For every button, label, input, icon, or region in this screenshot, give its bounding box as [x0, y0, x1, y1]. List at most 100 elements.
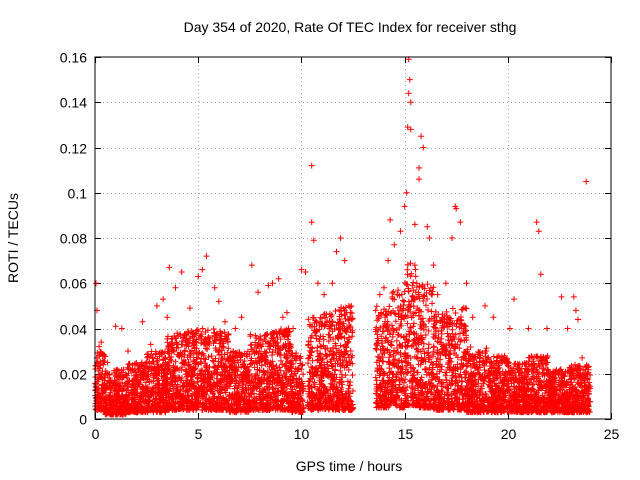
data-point-marker — [174, 330, 181, 337]
data-point-marker — [252, 339, 259, 346]
data-point-marker — [216, 383, 223, 390]
data-point-marker — [194, 354, 201, 361]
data-point-marker — [111, 377, 118, 384]
data-point-marker — [98, 388, 105, 395]
data-point-marker — [206, 370, 213, 377]
data-point-marker — [276, 328, 283, 335]
data-point-marker — [164, 335, 171, 342]
data-point-marker — [156, 353, 163, 360]
data-point-marker — [299, 388, 306, 395]
data-point-marker — [132, 360, 139, 367]
data-point-marker — [244, 348, 251, 355]
data-point-marker — [110, 401, 117, 408]
data-point-marker — [202, 404, 209, 411]
data-point-marker — [219, 355, 226, 362]
data-point-marker — [97, 372, 104, 379]
data-point-marker — [193, 336, 200, 343]
data-point-marker — [260, 389, 267, 396]
data-point-marker — [399, 297, 406, 304]
data-point-marker — [269, 349, 276, 356]
data-point-marker — [93, 383, 100, 390]
data-point-marker — [123, 393, 130, 400]
data-point-marker — [188, 367, 195, 374]
data-point-marker — [197, 371, 204, 378]
data-point-marker — [313, 371, 320, 378]
data-point-marker — [449, 326, 456, 333]
data-point-marker — [257, 333, 264, 340]
data-point-marker — [452, 310, 459, 317]
data-point-marker — [275, 344, 282, 351]
data-point-marker — [116, 388, 123, 395]
data-point-marker — [178, 351, 185, 358]
data-point-marker — [254, 372, 261, 379]
data-point-marker — [374, 317, 381, 324]
data-point-marker — [309, 357, 316, 364]
data-point-marker — [290, 372, 297, 379]
data-point-marker — [217, 390, 224, 397]
data-point-marker — [234, 388, 241, 395]
data-point-marker — [277, 336, 284, 343]
x-axis-label: GPS time / hours — [296, 458, 403, 474]
data-point-marker — [170, 369, 177, 376]
data-point-marker — [192, 365, 199, 372]
data-point-marker — [232, 372, 239, 379]
data-point-marker — [149, 398, 156, 405]
data-point-marker — [136, 393, 143, 400]
data-point-marker — [138, 359, 145, 366]
data-point-marker — [297, 395, 304, 402]
data-point-marker — [410, 320, 417, 327]
data-point-marker — [188, 400, 195, 407]
data-point-marker — [185, 393, 192, 400]
data-point-marker — [206, 335, 213, 342]
data-point-marker — [205, 334, 212, 341]
data-point-marker — [210, 326, 217, 333]
data-point-marker — [287, 344, 294, 351]
data-point-marker — [123, 387, 130, 394]
data-point-marker — [192, 385, 199, 392]
data-point-marker — [250, 379, 257, 386]
data-point-marker — [373, 377, 380, 384]
data-point-marker — [159, 390, 166, 397]
data-point-marker — [99, 375, 106, 382]
data-point-marker — [118, 403, 125, 410]
data-point-marker — [171, 381, 178, 388]
data-point-marker — [289, 353, 296, 360]
data-point-marker — [459, 306, 466, 313]
data-point-marker — [167, 385, 174, 392]
data-point-marker — [312, 332, 319, 339]
data-point-marker — [117, 402, 124, 409]
data-point-marker — [249, 372, 256, 379]
data-point-marker — [257, 393, 264, 400]
data-point-marker — [272, 406, 279, 413]
data-point-marker — [112, 378, 119, 385]
data-point-marker — [214, 332, 221, 339]
data-point-marker — [310, 314, 317, 321]
data-point-marker — [189, 401, 196, 408]
data-point-marker — [271, 329, 278, 336]
data-point-marker — [116, 370, 123, 377]
data-point-marker — [281, 381, 288, 388]
data-point-marker — [100, 381, 107, 388]
data-point-marker — [102, 400, 109, 407]
data-point-marker — [274, 388, 281, 395]
data-point-marker — [178, 377, 185, 384]
data-point-marker — [117, 411, 124, 418]
data-point-marker — [191, 370, 198, 377]
data-point-marker — [124, 397, 131, 404]
data-point-marker — [449, 305, 456, 312]
data-point-marker — [269, 358, 276, 365]
data-point-marker — [107, 411, 114, 418]
data-point-marker — [393, 337, 400, 344]
data-point-marker — [144, 376, 151, 383]
data-point-marker — [269, 351, 276, 358]
data-point-marker — [300, 404, 307, 411]
data-point-marker — [221, 381, 228, 388]
data-point-marker — [94, 378, 101, 385]
data-point-marker — [107, 393, 114, 400]
data-point-marker — [176, 392, 183, 399]
data-point-marker — [94, 391, 101, 398]
data-point-marker — [253, 399, 260, 406]
data-point-marker — [186, 352, 193, 359]
data-point-marker — [276, 378, 283, 385]
data-point-marker — [273, 396, 280, 403]
